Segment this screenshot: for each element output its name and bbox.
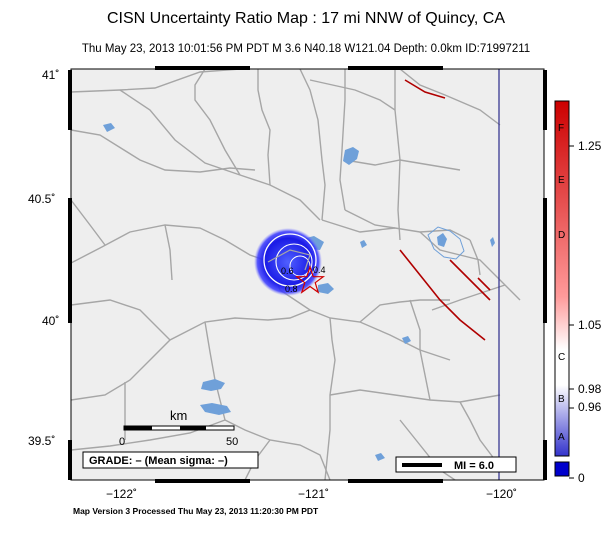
colorbar-grade: D [558,230,565,241]
colorbar-grade: F [558,123,564,134]
map-title: CISN Uncertainty Ratio Map : 17 mi NNW o… [106,10,506,27]
colorbar-value: 1.25 [578,139,602,153]
grade-box [82,451,259,469]
colorbar-value: 0.96 [578,400,602,414]
lat-tick-label: 39.5˚ [28,434,55,448]
lon-tick-label: −120˚ [486,487,517,501]
colorbar-value: 0.98 [578,382,602,396]
lat-tick-label: 40.5˚ [28,192,55,206]
lon-tick-label: −121˚ [298,487,329,501]
map-footer: Map Version 3 Processed Thu May 23, 2013… [73,506,319,516]
colorbar-grade: A [558,432,565,443]
road-network [71,69,521,480]
lon-tick-label: −122˚ [106,487,137,501]
lat-tick-label: 41˚ [42,68,59,82]
contour-label: 0.4 [313,265,326,275]
mi-legend-line [402,463,442,467]
colorbar-grade: C [558,352,565,363]
scale-bar: km 0 50 [119,408,238,448]
lat-tick-label: 40˚ [42,314,59,328]
contour-label: 0.6 [281,266,294,276]
colorbar-value: 0 [578,471,585,485]
colorbar-value: 1.05 [578,318,602,332]
lake-outline [427,226,465,260]
colorbar-grade: B [558,394,565,405]
event-subtitle: Thu May 23, 2013 10:01:56 PM PDT M 3.6 N… [81,43,531,55]
frame-ticks [68,66,547,483]
mi-legend-box [395,456,517,473]
scale-start: 0 [119,436,125,448]
colorbar-zero-swatch [554,461,570,477]
colorbar-grade: E [558,175,565,186]
scale-end: 50 [226,436,238,448]
mi-legend-text: MI = 6.0 [454,460,494,472]
fault-lines [399,79,491,341]
uncertainty-blob [254,228,322,296]
grade-text: GRADE: – (Mean sigma: –) [89,455,228,467]
contour-label: 0.8 [285,284,298,294]
scale-unit: km [170,408,187,423]
colorbar [554,100,574,479]
epicenter-star-icon [294,265,326,294]
